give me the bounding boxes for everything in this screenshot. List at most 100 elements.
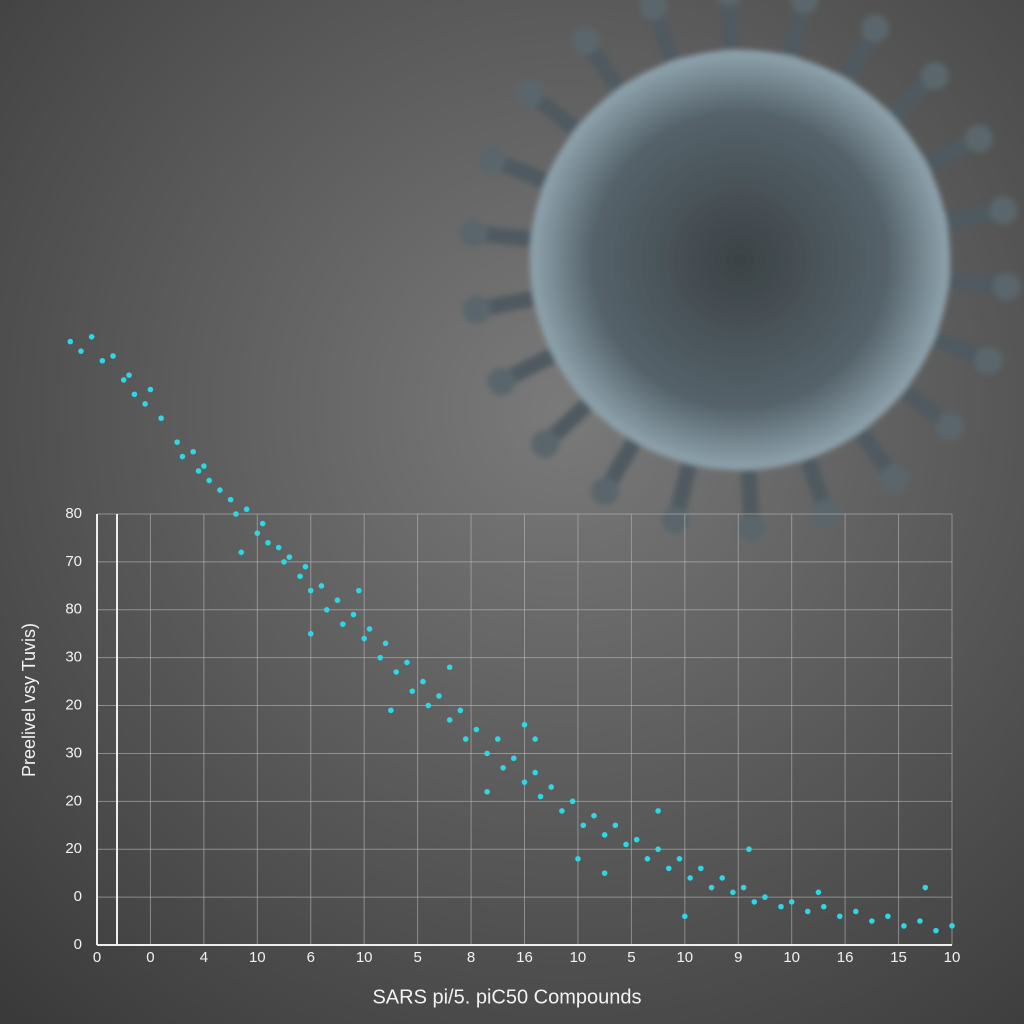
point xyxy=(131,391,138,398)
point xyxy=(740,884,747,891)
x-tick-label: 5 xyxy=(413,949,421,966)
x-tick-label: 10 xyxy=(356,949,373,966)
point xyxy=(820,903,827,910)
point xyxy=(446,664,453,671)
point xyxy=(612,822,619,829)
point xyxy=(569,798,576,805)
virus-spike-head xyxy=(974,346,1003,375)
point xyxy=(297,573,303,580)
y-tick-label: 0 xyxy=(74,888,82,905)
virus-spike-head xyxy=(531,430,560,459)
x-tick-label: 15 xyxy=(890,949,907,966)
point xyxy=(436,693,442,699)
point xyxy=(623,841,629,848)
x-tick-label: 10 xyxy=(570,949,587,966)
point xyxy=(110,353,116,359)
point xyxy=(158,415,164,422)
point xyxy=(243,506,250,513)
point xyxy=(366,626,373,632)
point xyxy=(676,856,683,862)
point xyxy=(473,726,480,733)
x-tick-label: 8 xyxy=(467,949,475,966)
point xyxy=(532,769,538,776)
virus-spike-head xyxy=(639,0,668,21)
point xyxy=(462,736,469,742)
point xyxy=(719,875,726,881)
point xyxy=(302,563,309,570)
y-tick-label: 20 xyxy=(65,792,82,809)
point xyxy=(382,640,389,647)
point xyxy=(788,899,795,905)
point xyxy=(751,899,758,905)
point xyxy=(655,808,661,814)
point xyxy=(67,338,74,345)
virus-spike-head xyxy=(737,513,766,542)
point xyxy=(361,635,367,642)
point xyxy=(815,889,822,896)
point xyxy=(425,702,432,709)
point xyxy=(521,779,528,785)
y-axis-label: Preelivel vsy Tuvis) xyxy=(19,623,39,777)
point xyxy=(917,918,923,924)
virus-spike-head xyxy=(462,295,491,324)
point xyxy=(233,511,239,517)
point xyxy=(275,544,282,551)
virus-spike-head xyxy=(571,26,600,55)
point xyxy=(217,487,223,493)
x-axis-label: SARS pi/5. piC50 Compounds xyxy=(372,986,641,1008)
point xyxy=(350,611,357,618)
y-tick-label: 20 xyxy=(65,840,82,857)
virus-spike-head xyxy=(920,61,949,90)
point xyxy=(869,918,875,924)
point xyxy=(922,884,929,891)
x-tick-label: 9 xyxy=(734,949,742,966)
point xyxy=(78,348,84,354)
point xyxy=(778,903,784,910)
y-tick-label: 30 xyxy=(65,744,82,761)
point xyxy=(126,372,132,378)
point xyxy=(511,755,517,762)
point xyxy=(254,530,261,536)
x-tick-label: 5 xyxy=(627,949,635,966)
point xyxy=(195,468,202,474)
point xyxy=(99,357,106,364)
point xyxy=(457,707,464,714)
point xyxy=(323,606,330,613)
point xyxy=(494,736,501,742)
virus-spike-head xyxy=(880,465,909,494)
point xyxy=(559,808,565,814)
point xyxy=(286,554,293,560)
x-tick-label: 4 xyxy=(200,949,208,966)
point xyxy=(708,884,715,891)
virus-spike-head xyxy=(935,412,964,441)
point xyxy=(334,597,341,603)
point xyxy=(307,630,314,637)
point xyxy=(730,889,736,896)
virus-spike-head xyxy=(487,367,516,396)
y-tick-label: 70 xyxy=(65,553,82,570)
point xyxy=(259,520,266,527)
point xyxy=(484,788,490,795)
point xyxy=(190,448,196,455)
point xyxy=(388,707,394,714)
point xyxy=(227,496,234,503)
point xyxy=(120,377,127,383)
virus-spike-head xyxy=(661,506,690,535)
point xyxy=(933,927,939,934)
point xyxy=(591,812,597,819)
virus-spike-head xyxy=(716,0,741,7)
point xyxy=(340,621,346,627)
point xyxy=(88,334,95,340)
point xyxy=(698,865,704,872)
point xyxy=(265,539,271,546)
point xyxy=(206,477,213,484)
point xyxy=(532,736,538,742)
point xyxy=(420,678,426,685)
point xyxy=(484,750,490,757)
y-tick-label: 30 xyxy=(65,649,82,666)
virus-spike-head xyxy=(459,219,488,248)
point xyxy=(537,793,544,800)
point xyxy=(682,913,688,920)
point xyxy=(174,439,180,445)
